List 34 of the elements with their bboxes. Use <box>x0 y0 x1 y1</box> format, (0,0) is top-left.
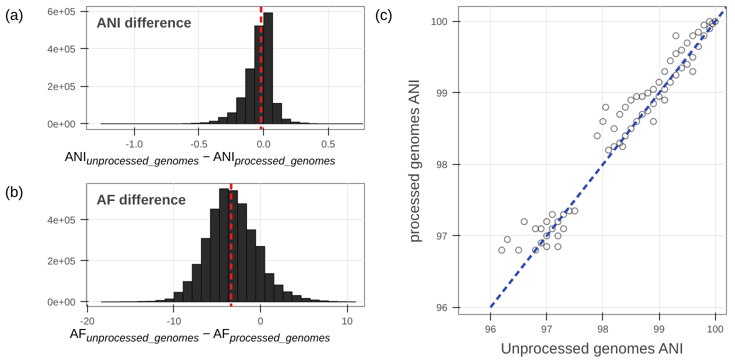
y-tick-label: 2e+05 <box>47 82 76 93</box>
x-tick-label: 99 <box>654 324 666 336</box>
y-tick-label: 6e+05 <box>47 6 76 18</box>
y-tick-label: 96 <box>436 302 448 314</box>
y-tick-label: 4e+05 <box>47 215 76 226</box>
y-tick-label: 4e+05 <box>47 44 76 56</box>
x-tick-label: 0 <box>258 316 264 328</box>
y-tick-label: 100 <box>430 17 448 28</box>
x-axis-title: ANI$_{unprocessed_genomes}$ − ANI$_{processed_genomes}$ <box>64 149 336 168</box>
text: (c) <box>375 6 392 26</box>
x-tick-label: 97 <box>541 324 553 336</box>
x-tick-label: -10 <box>166 316 182 328</box>
x-tick-label: -0.5 <box>190 140 208 150</box>
x-tick-label: 100 <box>706 324 724 336</box>
y-tick-label: 97 <box>436 231 448 242</box>
x-tick-label: 10 <box>342 316 354 328</box>
x-tick-label: -1.0 <box>126 140 144 150</box>
x-tick-label: 0.0 <box>256 140 272 150</box>
x-tick-label: 0.5 <box>321 140 336 150</box>
y-tick-label: 98 <box>436 160 448 171</box>
y-axis-title: processed genomes ANI <box>406 79 423 243</box>
x-axis-title: AF$_{unprocessed_genomes}$ − AF$_{processed_genomes}$ <box>70 326 330 345</box>
x-tick-label: 96 <box>484 324 497 336</box>
text: (a) <box>5 6 24 26</box>
text: ANI difference <box>96 14 192 30</box>
y-tick-label: 0e+00 <box>47 297 76 308</box>
y-tick-label: 0e+00 <box>47 119 76 130</box>
y-tick-label: 99 <box>436 88 448 100</box>
y-tick-label: 2e+05 <box>47 256 76 268</box>
text: (b) <box>5 183 24 203</box>
text: AF difference <box>96 192 186 208</box>
x-tick-label: 98 <box>597 324 609 336</box>
x-tick-label: -20 <box>80 316 96 328</box>
x-axis-title: Unprocessed genomes ANI <box>500 340 684 358</box>
